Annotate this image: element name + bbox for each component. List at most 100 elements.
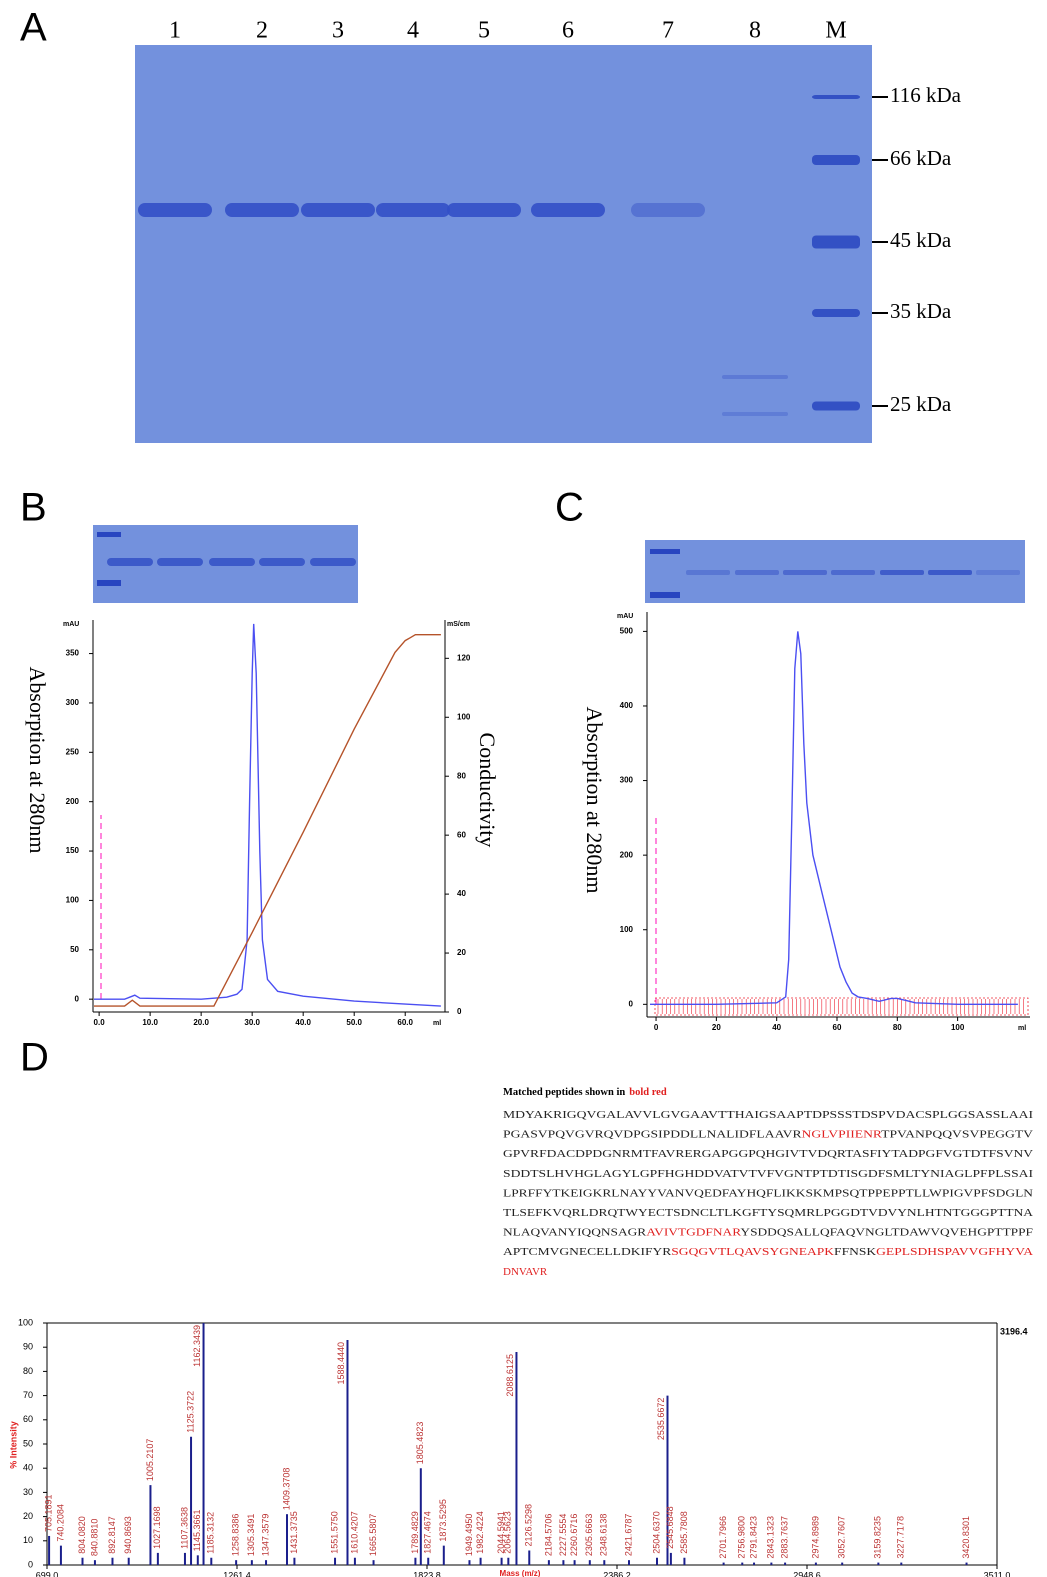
matched-peptide: AVIVTGDFNAR <box>646 1226 742 1238</box>
panel-label: D <box>20 1036 49 1080</box>
x-unit: ml <box>433 1020 441 1027</box>
sequence-heading: Matched peptides shown in bold red <box>503 1087 667 1098</box>
peak-label: 2421.6787 <box>623 1514 633 1557</box>
y-tick-label: 60 <box>23 1414 33 1424</box>
sequence-line: GPVRFDACDPDGNRMTFAVRERGAPGGPQHGIVTVDQRTA… <box>503 1148 1033 1160</box>
y-tick-label: 10 <box>23 1535 33 1545</box>
x-tick-label: 60 <box>833 1023 842 1032</box>
peak-label: 2064.5623 <box>503 1511 513 1554</box>
peak-label: 2227.5554 <box>558 1514 568 1557</box>
lane-label: 3 <box>332 18 344 44</box>
y2-unit: mS/cm <box>447 621 470 628</box>
protein-band <box>880 570 924 575</box>
lane-label: 1 <box>169 18 181 44</box>
peak-label: 1258.8386 <box>231 1514 241 1557</box>
peak-label: 1185.3132 <box>206 1512 216 1554</box>
peak-label: 2756.9800 <box>737 1516 747 1559</box>
y-tick-label: 40 <box>23 1463 33 1473</box>
peak-label: 892.8147 <box>107 1516 117 1554</box>
protein-band <box>310 558 356 566</box>
y-axis-label: Absorption at 280nm <box>582 707 607 894</box>
protein-band <box>722 412 788 416</box>
peak-label: 2843.1323 <box>766 1516 776 1559</box>
sequence-line: MDYAKRIGQVGALAVVLGVGAAVTTHAIGSAAPTDPSSST… <box>503 1109 1033 1121</box>
y-tick-label: 50 <box>23 1438 33 1448</box>
peak-label: 1125.3722 <box>185 1391 195 1433</box>
x-tick-label: 80 <box>893 1023 902 1032</box>
sequence-segment: TLSEFKVQRLDRQTWYECTSDNCLTLKGFTYSQMRLPGGD… <box>503 1207 1033 1219</box>
panel-label: A <box>20 6 47 50</box>
gel <box>135 45 872 443</box>
sequence-line: LPRFFYTKEIGKRLNAYYVANVQEDFAYHQFLIKKSKMPS… <box>503 1187 1033 1199</box>
peak-label: 1409.3708 <box>281 1468 291 1511</box>
peak-label: 840.8810 <box>89 1519 99 1557</box>
marker-label: 25 kDa <box>890 392 952 416</box>
peak-label: 1305.3491 <box>246 1514 256 1557</box>
peak-label: 1805.4823 <box>415 1422 425 1465</box>
peak-label: 3159.8235 <box>873 1516 883 1559</box>
peak-label: 3420.8301 <box>961 1516 971 1559</box>
sequence-segment: TPVANPQQVSVPEGGTV <box>881 1128 1033 1140</box>
sequence-segment: YSDDQSALLQFAQVNGLTDAWVQVEHGPTTPPF <box>740 1226 1033 1238</box>
peak-label: 2701.7966 <box>718 1516 728 1559</box>
sequence-line: NLAQVANYIQQNSAGR AVIVTGDFNAR YSDDQSALLQFAQ… <box>503 1226 1033 1238</box>
heading-highlight: bold red <box>629 1087 667 1098</box>
protein-band <box>928 570 972 575</box>
y-tick-label: 100 <box>620 925 634 934</box>
peak-label: 1145.3661 <box>192 1509 202 1551</box>
y-tick-label: 400 <box>620 701 634 710</box>
y-tick-label: 100 <box>66 896 80 905</box>
peak-label: 2348.6138 <box>599 1514 609 1557</box>
y2-axis-label: Conductivity <box>475 733 500 848</box>
y-tick-label: 70 <box>23 1390 33 1400</box>
sequence-segment: GPVRFDACDPDGNRMTFAVRERGAPGGPQHGIVTVDQRTA… <box>503 1148 1033 1160</box>
peak-label: 2260.6716 <box>569 1514 579 1557</box>
sequence-segment: NLAQVANYIQQNSAGR <box>503 1226 647 1238</box>
marker-band <box>812 155 860 165</box>
peak-label: 1665.5807 <box>368 1514 378 1557</box>
x-tick-label: 2948.6 <box>793 1570 821 1577</box>
y-tick-label: 150 <box>66 846 80 855</box>
y-tick-label: 80 <box>23 1366 33 1376</box>
matched-peptide: DNVAVR <box>503 1265 548 1277</box>
peak-label: 3052.7607 <box>837 1516 847 1559</box>
x-tick-label: 2386.2 <box>603 1570 631 1577</box>
x-tick-label: 1261.4 <box>223 1570 251 1577</box>
peak-label: 1107.3638 <box>179 1507 189 1549</box>
y-unit: mAU <box>63 621 79 628</box>
peak-label: 1982.4224 <box>475 1511 485 1554</box>
peak-label: 1873.5295 <box>438 1499 448 1542</box>
x-unit: ml <box>1018 1025 1026 1032</box>
x-tick-label: 699.0 <box>36 1570 59 1577</box>
peak-label: 1789.4829 <box>410 1511 420 1554</box>
sequence-segment: MDYAKRIGQVGALAVVLGVGAAVTTHAIGSAAPTDPSSST… <box>503 1109 1033 1121</box>
peak-label: 1162.3439 <box>192 1325 202 1367</box>
x-tick-label: 100 <box>951 1023 965 1032</box>
marker-band <box>650 549 680 554</box>
x-tick-label: 10.0 <box>142 1018 158 1027</box>
peak-label: 2305.6663 <box>584 1514 594 1557</box>
protein-band <box>531 203 605 217</box>
y-tick-label: 0 <box>28 1559 33 1569</box>
sequence-line: TLSEFKVQRLDRQTWYECTSDNCLTLKGFTYSQMRLPGGD… <box>503 1207 1033 1219</box>
peak-label: 1347.3579 <box>260 1514 270 1557</box>
protein-band <box>735 570 779 575</box>
x-tick-label: 30.0 <box>244 1018 260 1027</box>
marker-label: 45 kDa <box>890 228 952 252</box>
y-tick-label: 200 <box>66 797 80 806</box>
sequence-segment: APTCMVGNECELLDKIFYR <box>503 1246 672 1258</box>
x-tick-label: 0.0 <box>94 1018 106 1027</box>
marker-band <box>650 592 680 598</box>
y-tick-label: 50 <box>70 945 79 954</box>
marker-band <box>812 309 860 317</box>
y-tick-label: 300 <box>66 698 80 707</box>
peak-label: 2585.7808 <box>679 1511 689 1554</box>
protein-band <box>722 375 788 379</box>
y2-tick-label: 40 <box>457 889 466 898</box>
y2-tick-label: 120 <box>457 653 471 662</box>
protein-band <box>157 558 203 566</box>
sequence-segment: SDDTSLHVHGLAGYLGPFHGHDDVATVTVFVGNTPTDTIS… <box>503 1167 1033 1179</box>
protein-band <box>831 570 875 575</box>
protein-band <box>783 570 827 575</box>
